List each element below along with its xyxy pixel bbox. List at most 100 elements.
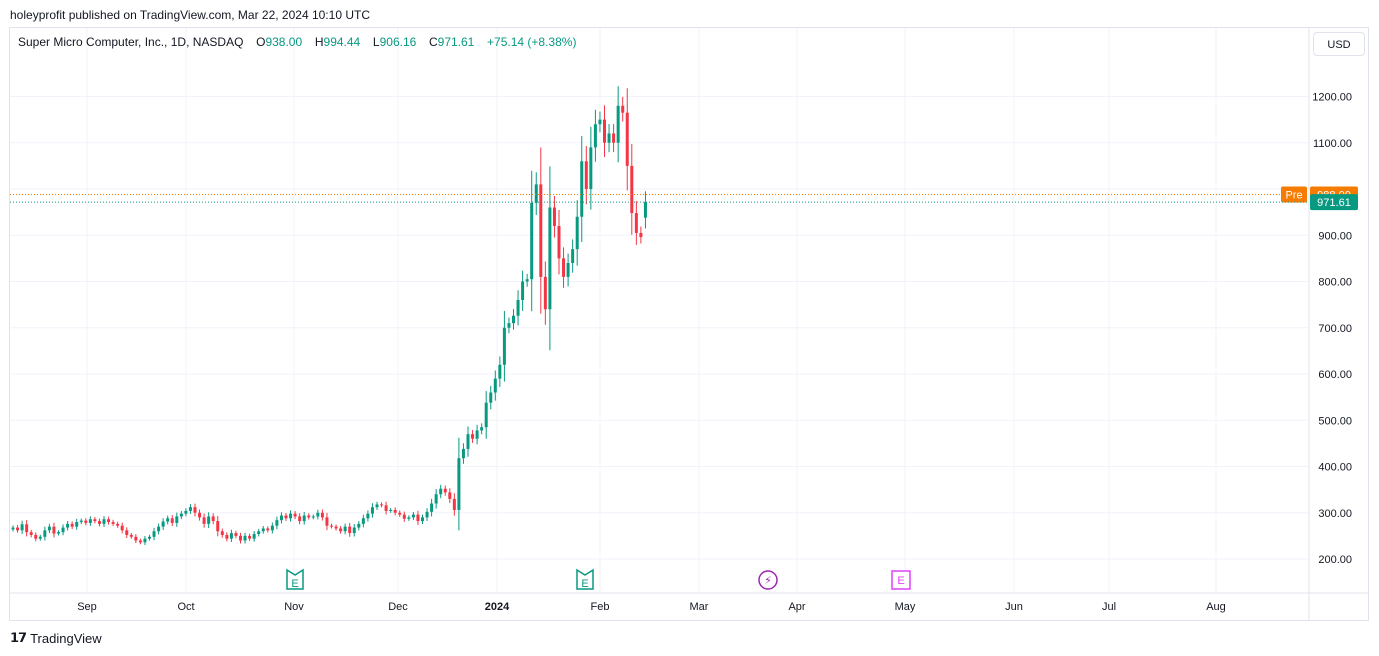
candle-body [543,276,547,310]
candles [11,86,647,545]
candle-body [316,512,320,517]
earnings-marker-icon[interactable]: E [286,568,304,590]
candle-body [439,488,443,495]
candle-body [643,202,647,218]
grid-lines [10,28,1368,620]
candle-body [193,507,197,513]
y-tick-label: 700.00 [1318,323,1352,335]
candle-body [216,521,220,532]
dividend-marker-icon[interactable]: ⚡ [758,570,778,590]
candle-body [384,505,388,511]
candle-body [430,503,434,512]
pre-market-badge [1281,186,1307,203]
y-tick-label: 1200.00 [1312,92,1352,104]
x-tick-label: Jul [1102,601,1116,613]
candle-body [466,434,470,449]
earnings-glyph: E [581,578,588,590]
candle-body [16,527,20,531]
earnings-icon [576,568,594,590]
candle-body [152,531,156,537]
candle-body [179,513,183,517]
candle-body [88,519,92,523]
candle-body [634,213,638,233]
candle-body [157,526,161,532]
candle-body [507,323,511,328]
candle-body [502,327,506,365]
upcoming-earnings-icon [891,570,911,590]
candle-body [175,516,179,523]
candle-body [407,517,411,519]
candle-body [198,512,202,518]
candle-body [279,515,283,521]
y-tick-label: 600.00 [1318,369,1352,381]
low-label: L [372,35,380,49]
currency-button[interactable]: USD [1313,32,1365,56]
candle-body [548,207,552,310]
candle-body [471,434,475,439]
upcoming-earnings-glyph: E [897,575,904,587]
candle-body [571,249,575,263]
candle-body [343,526,347,532]
candle-body [266,528,270,531]
candle-body [498,364,502,379]
y-tick-label: 1100.00 [1313,138,1352,150]
candle-body [102,519,106,524]
candle-body [284,515,288,519]
brand-label[interactable]: TradingView [30,630,102,646]
candle-body [366,513,370,519]
candle-body [480,427,484,431]
candle-body [302,515,306,522]
tradingview-logo-icon[interactable]: 𝟭𝟳 [10,630,27,645]
earnings-glyph: E [291,578,298,590]
x-tick-label: Feb [591,601,610,613]
candle-body [107,519,111,522]
candle-body [161,521,165,527]
candle-body [239,535,242,541]
candle-body [289,513,293,519]
candle-body [138,540,142,543]
candle-body [188,507,192,511]
candle-body [25,524,29,533]
candle-body [134,536,138,541]
candle-body [603,119,606,143]
candle-body [211,516,215,522]
candle-body [580,161,584,217]
close-label: C [428,35,438,49]
candle-body [616,105,620,143]
candle-body [348,526,352,534]
earnings-marker-icon[interactable]: E [576,568,594,590]
candle-body [75,522,79,527]
candle-body [38,536,42,539]
candle-body [248,535,252,539]
candle-body [320,512,324,518]
candle-body [402,514,406,519]
x-axis: Sep Oct Nov Dec 2024 Feb Mar Apr May Jun Jul Aug [77,601,1226,613]
candle-body [521,281,525,300]
candle-body [443,488,447,493]
candle-body [562,258,566,277]
candle-body [557,226,561,259]
candle-body [52,526,56,534]
candle-body [493,378,497,393]
high-value: 994.44 [323,35,361,49]
high-label: H [314,35,324,49]
candle-body [34,534,38,539]
candle-body [220,531,224,535]
symbol-label[interactable]: Super Micro Computer, Inc., 1D, NASDAQ [18,35,244,49]
x-tick-label: Sep [77,601,97,613]
candle-body [525,279,529,282]
candle-body [352,527,356,534]
candle-body [639,232,643,238]
candle-body [330,525,333,527]
candle-body [229,533,233,539]
candle-body [434,494,438,504]
candle-body [361,518,365,524]
earnings-upcoming-marker-icon[interactable]: E [891,570,911,590]
candle-body [243,535,247,541]
candle-body [589,147,593,189]
candle-body [79,520,83,522]
candle-body [621,105,625,113]
candle-body [516,300,520,316]
candle-body [416,514,420,522]
